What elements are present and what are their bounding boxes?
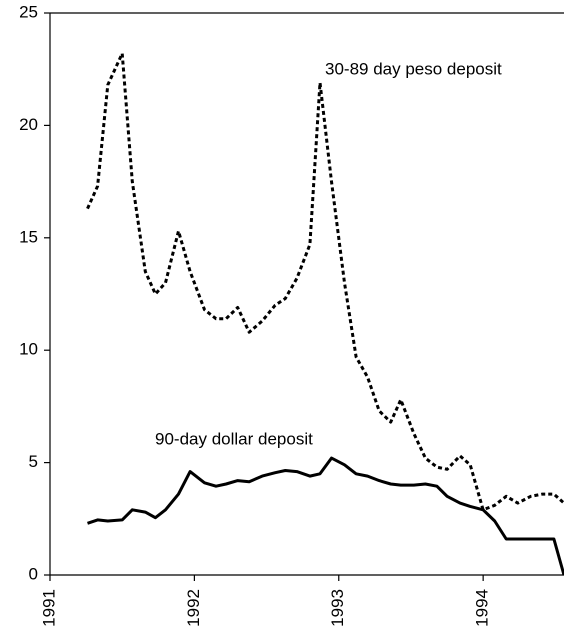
series-line [86, 52, 564, 512]
series-line [87, 456, 564, 576]
y-tick-label: 25 [19, 2, 38, 21]
y-tick-label: 15 [19, 227, 38, 246]
x-tick-label: 1991 [39, 589, 58, 627]
series-label: 90-day dollar deposit [155, 429, 313, 448]
x-tick-label: 1993 [328, 589, 347, 627]
y-tick-label: 0 [29, 564, 38, 583]
y-tick-label: 5 [29, 452, 38, 471]
series-label: 30-89 day peso deposit [325, 59, 502, 78]
y-tick-label: 20 [19, 115, 38, 134]
x-tick-label: 1994 [473, 589, 492, 627]
y-tick-label: 10 [19, 340, 38, 359]
x-tick-label: 1992 [184, 589, 203, 627]
